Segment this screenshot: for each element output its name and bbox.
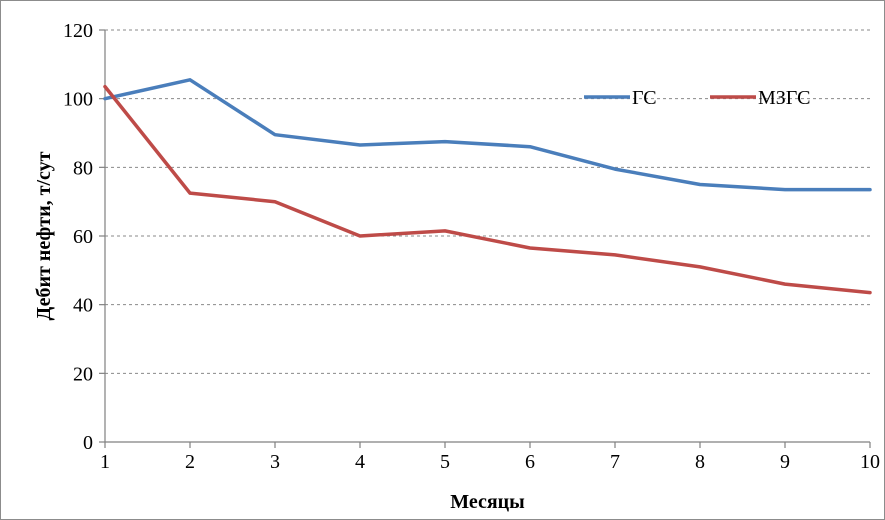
y-tick-label: 0 — [83, 432, 93, 454]
series-line-2 — [103, 84, 872, 295]
x-tick-label: 8 — [695, 451, 705, 473]
legend: ГС МЗГС — [584, 87, 810, 109]
legend-label-1: ГС — [632, 87, 657, 109]
x-tick-label: 10 — [860, 451, 880, 473]
series-line-1 — [103, 78, 872, 192]
x-axis-title: Месяцы — [450, 491, 525, 513]
tick-labels: 0 20 40 60 80 100 120 1 2 3 4 5 6 7 8 9 10 — [63, 20, 880, 473]
y-axis-title: Дебит нефти, т/сут — [33, 151, 55, 320]
x-tick-label: 9 — [780, 451, 790, 473]
x-tick-label: 3 — [270, 451, 280, 473]
legend-label-2: МЗГС — [758, 87, 810, 109]
y-tick-label: 40 — [73, 295, 93, 317]
x-tick-label: 4 — [355, 451, 365, 473]
grid-lines — [105, 29, 870, 374]
x-tick-label: 7 — [610, 451, 620, 473]
x-tick-label: 5 — [440, 451, 450, 473]
series-lines — [103, 78, 872, 295]
x-tick-label: 1 — [100, 451, 110, 473]
y-tick-label: 120 — [63, 20, 93, 42]
y-tick-label: 60 — [73, 226, 93, 248]
y-tick-label: 80 — [73, 157, 93, 179]
x-tick-label: 2 — [185, 451, 195, 473]
y-tick-label: 100 — [63, 89, 93, 111]
y-tick-label: 20 — [73, 363, 93, 385]
x-tick-label: 6 — [525, 451, 535, 473]
